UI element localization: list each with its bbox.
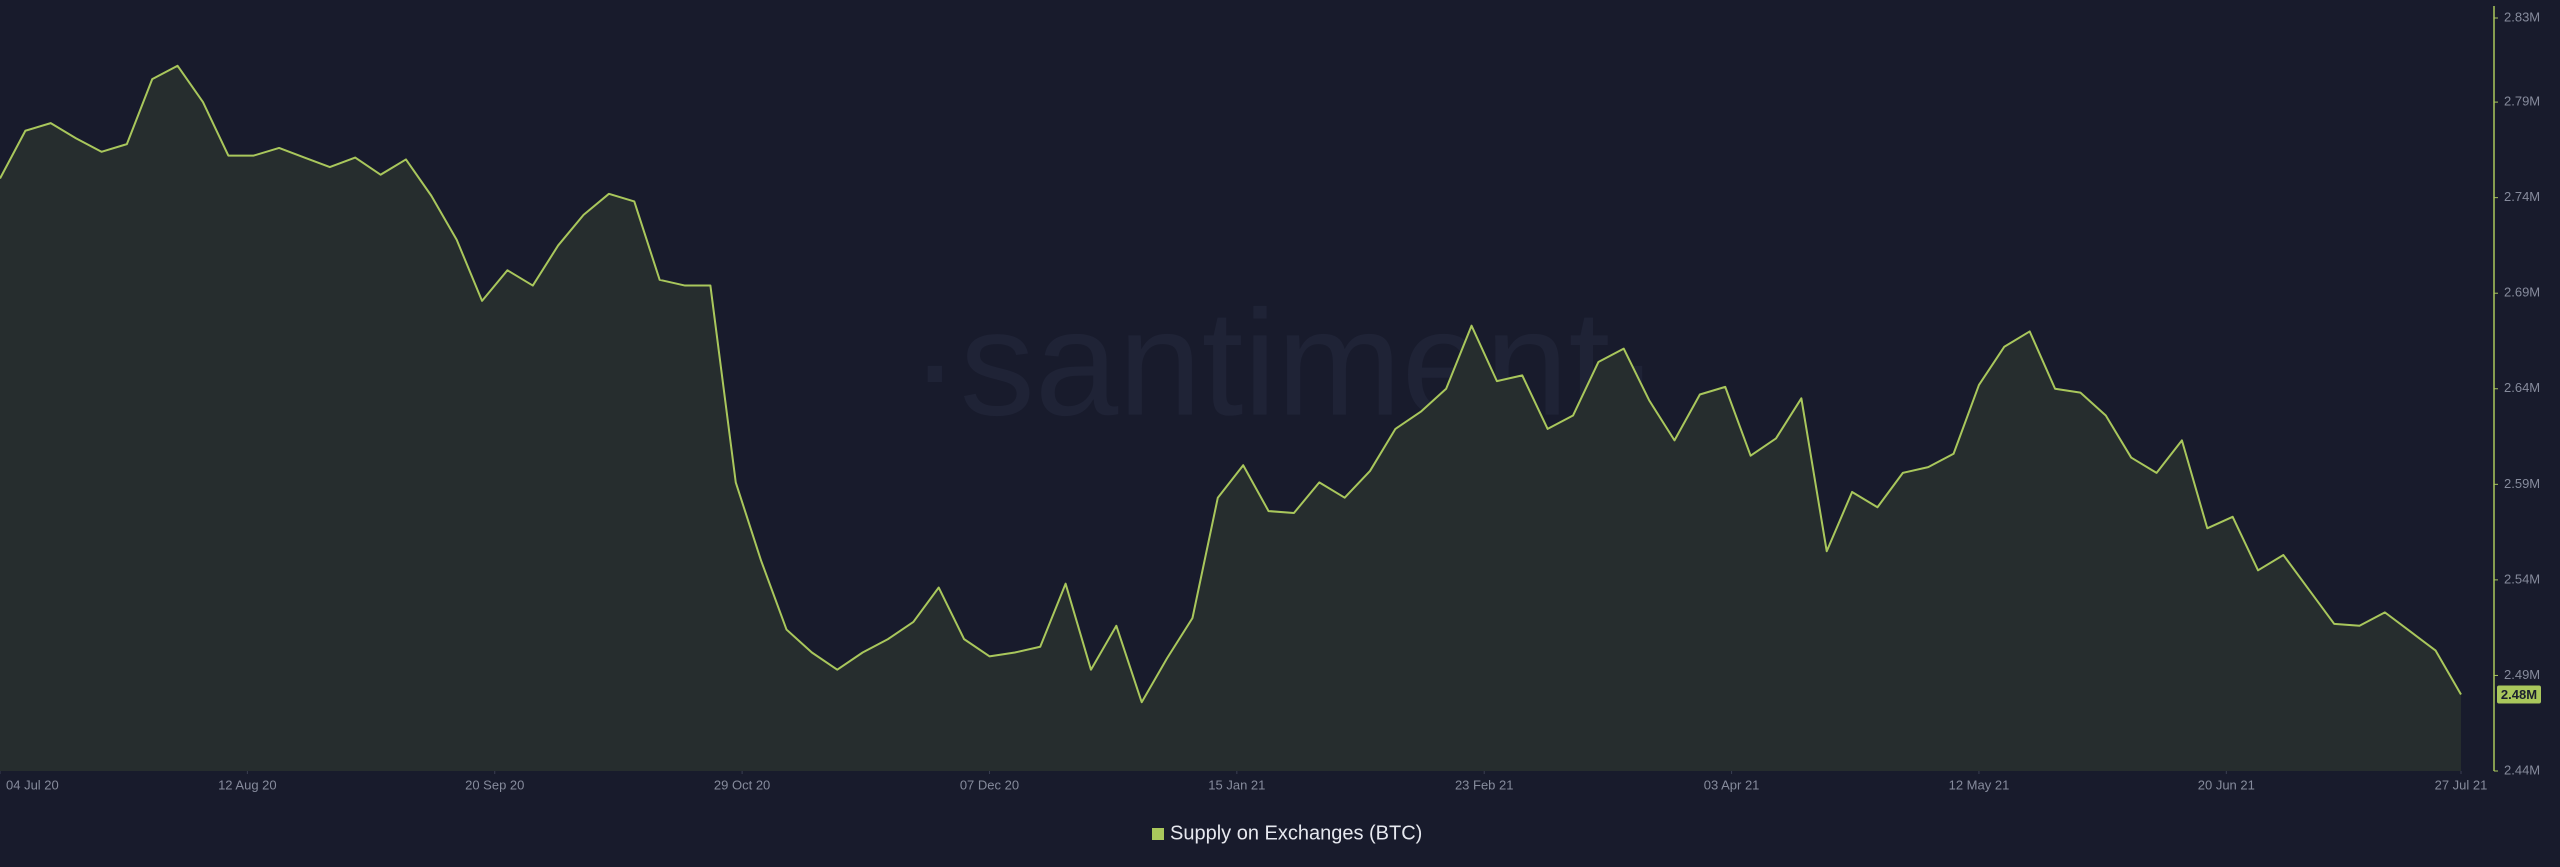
legend-swatch — [1152, 828, 1164, 840]
x-tick-label: 12 May 21 — [1949, 777, 2010, 792]
x-tick-label: 15 Jan 21 — [1208, 777, 1265, 792]
area — [0, 65, 2461, 771]
y-tick-label: 2.79M — [2504, 94, 2540, 109]
x-tick-label: 07 Dec 20 — [960, 777, 1019, 792]
legend-label: Supply on Exchanges (BTC) — [1170, 822, 1422, 844]
y-tick-label: 2.74M — [2504, 189, 2540, 204]
x-tick-label: 23 Feb 21 — [1455, 777, 1514, 792]
line — [0, 64, 2462, 704]
x-tick-label: 20 Sep 20 — [465, 777, 524, 792]
y-tick-label: 2.49M — [2504, 667, 2540, 682]
x-tick-label: 04 Jul 20 — [6, 777, 59, 792]
x-tick-label: 29 Oct 20 — [714, 777, 770, 792]
watermark: ·santiment· — [910, 279, 1660, 447]
y-tick-label: 2.64M — [2504, 380, 2540, 395]
y-tick-label: 2.54M — [2504, 571, 2540, 586]
x-tick-label: 03 Apr 21 — [1704, 777, 1760, 792]
x-tick-label: 12 Aug 20 — [218, 777, 277, 792]
x-tick-label: 27 Jul 21 — [2435, 777, 2488, 792]
y-tick-label: 2.69M — [2504, 285, 2540, 300]
last-value-label: 2.48M — [2501, 687, 2537, 702]
last-value-marker — [2497, 685, 2541, 704]
x-tick-label: 20 Jun 21 — [2198, 777, 2255, 792]
y-tick-label: 2.44M — [2504, 762, 2540, 777]
y-tick-label: 2.83M — [2504, 9, 2540, 24]
y-tick-label: 2.59M — [2504, 476, 2540, 491]
